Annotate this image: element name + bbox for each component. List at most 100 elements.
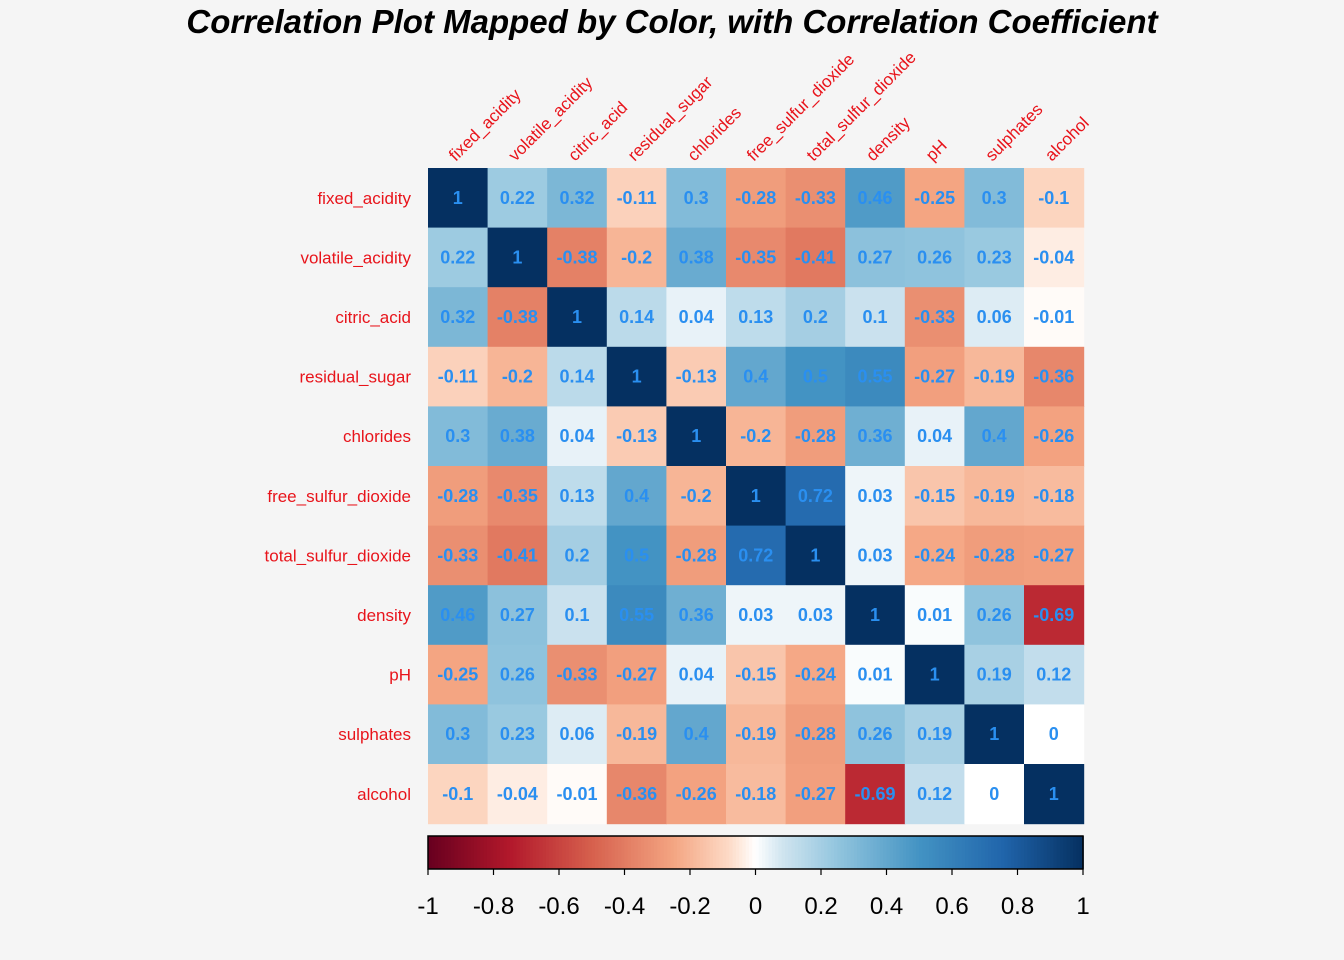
- heatmap-cell: [904, 585, 965, 646]
- colorbar-segment: [634, 836, 639, 869]
- heatmap-cell: [487, 406, 548, 467]
- heatmap-cell: [1024, 644, 1085, 705]
- heatmap-cell: [606, 704, 667, 765]
- column-label: free_sulfur_dioxide: [743, 50, 858, 165]
- colorbar-segment: [693, 836, 698, 869]
- cell-value-label: -0.11: [438, 367, 478, 387]
- colorbar-segment: [480, 836, 485, 869]
- colorbar-segment: [457, 836, 462, 869]
- cell-value-label: -0.13: [616, 426, 657, 446]
- heatmap-cell: [666, 346, 727, 407]
- colorbar-segment: [696, 836, 701, 869]
- colorbar-segment: [840, 836, 845, 869]
- colorbar-segment: [1037, 836, 1042, 869]
- heatmap-cell: [666, 644, 727, 705]
- colorbar-segment: [460, 836, 465, 869]
- cell-value-label: 0.04: [679, 665, 714, 685]
- cell-value-label: -0.2: [502, 367, 533, 387]
- heatmap-cell: [964, 287, 1025, 348]
- colorbar-segment: [591, 836, 596, 869]
- heatmap-cell: [1024, 525, 1085, 586]
- colorbar-segment: [673, 836, 678, 869]
- colorbar-segment: [997, 836, 1002, 869]
- cell-value-label: 0.27: [857, 247, 892, 267]
- cell-value-label: 0.23: [977, 247, 1012, 267]
- heatmap-cell: [428, 644, 489, 705]
- cell-value-label: -0.19: [616, 724, 657, 744]
- colorbar-segment: [978, 836, 983, 869]
- colorbar-segment: [735, 836, 740, 869]
- colorbar-segment: [690, 836, 695, 869]
- heatmap-cell: [845, 525, 906, 586]
- heatmap-cell: [964, 406, 1025, 467]
- heatmap-cell: [666, 227, 727, 288]
- colorbar-segment: [974, 836, 979, 869]
- colorbar-segment: [706, 836, 711, 869]
- cell-value-label: 0.04: [917, 426, 952, 446]
- column-label: total_sulfur_dioxide: [803, 48, 920, 165]
- colorbar-segment: [909, 836, 914, 869]
- colorbar-segment: [732, 836, 737, 869]
- colorbar-segment: [915, 836, 921, 869]
- colorbar-segment: [958, 836, 963, 869]
- heatmap-cell: [547, 227, 608, 288]
- cell-value-label: -0.28: [795, 724, 836, 744]
- colorbar-segment: [899, 836, 904, 869]
- colorbar-segment: [850, 836, 855, 869]
- heatmap-cell: [428, 764, 489, 825]
- colorbar-segment: [1076, 836, 1081, 869]
- colorbar-segment: [716, 836, 721, 869]
- heatmap-cell: [666, 585, 727, 646]
- cell-value-label: 0.32: [440, 307, 475, 327]
- cell-value-label: 0.03: [857, 545, 892, 565]
- cell-value-label: 1: [930, 665, 940, 685]
- heatmap-cell: [904, 764, 965, 825]
- colorbar-segment: [919, 836, 924, 869]
- colorbar-segment: [595, 836, 600, 869]
- colorbar-segment: [483, 836, 488, 869]
- heatmap-cell: [726, 346, 787, 407]
- cell-value-label: 1: [691, 426, 701, 446]
- cell-value-label: 0.4: [743, 367, 768, 387]
- colorbar-segment: [952, 836, 957, 869]
- colorbar-segment: [1027, 836, 1032, 869]
- cell-value-label: 1: [989, 724, 999, 744]
- cell-value-label: 0.36: [679, 605, 714, 625]
- colorbar-segment: [709, 836, 714, 869]
- heatmap-cell: [1024, 168, 1085, 229]
- heatmap-cell: [845, 644, 906, 705]
- cell-value-label: 0.3: [445, 426, 470, 446]
- cell-value-label: 0.5: [803, 367, 828, 387]
- colorbar-segment: [860, 836, 865, 869]
- cell-value-label: -0.2: [681, 486, 712, 506]
- colorbar-segment: [906, 836, 911, 869]
- colorbar-segment: [601, 836, 606, 869]
- cell-value-label: -0.25: [437, 665, 478, 685]
- cell-value-label: -0.33: [437, 545, 478, 565]
- cell-value-label: -0.18: [1033, 486, 1074, 506]
- colorbar-segment: [631, 836, 636, 869]
- heatmap-cell: [1024, 764, 1085, 825]
- cell-value-label: 1: [512, 247, 522, 267]
- heatmap-cell: [487, 764, 548, 825]
- colorbar-segment: [585, 836, 590, 869]
- colorbar-segment: [604, 836, 609, 869]
- heatmap-cell: [428, 704, 489, 765]
- row-label: free_sulfur_dioxide: [267, 487, 411, 506]
- colorbar-segment: [929, 836, 934, 869]
- colorbar-segment: [428, 836, 433, 869]
- colorbar-segment: [617, 836, 623, 869]
- heatmap-cell: [666, 764, 727, 825]
- colorbar-segment: [912, 836, 917, 869]
- heatmap-cell: [547, 466, 608, 527]
- colorbar-segment: [581, 836, 586, 869]
- colorbar-segment: [470, 836, 475, 869]
- heatmap-cell: [785, 525, 846, 586]
- cell-value-label: 0.12: [917, 784, 952, 804]
- cell-value-label: -0.33: [556, 665, 597, 685]
- heatmap-cell: [785, 227, 846, 288]
- colorbar-segment: [811, 836, 816, 869]
- cell-value-label: -0.19: [974, 486, 1015, 506]
- colorbar-segment: [1060, 836, 1065, 869]
- heatmap-cell: [1024, 704, 1085, 765]
